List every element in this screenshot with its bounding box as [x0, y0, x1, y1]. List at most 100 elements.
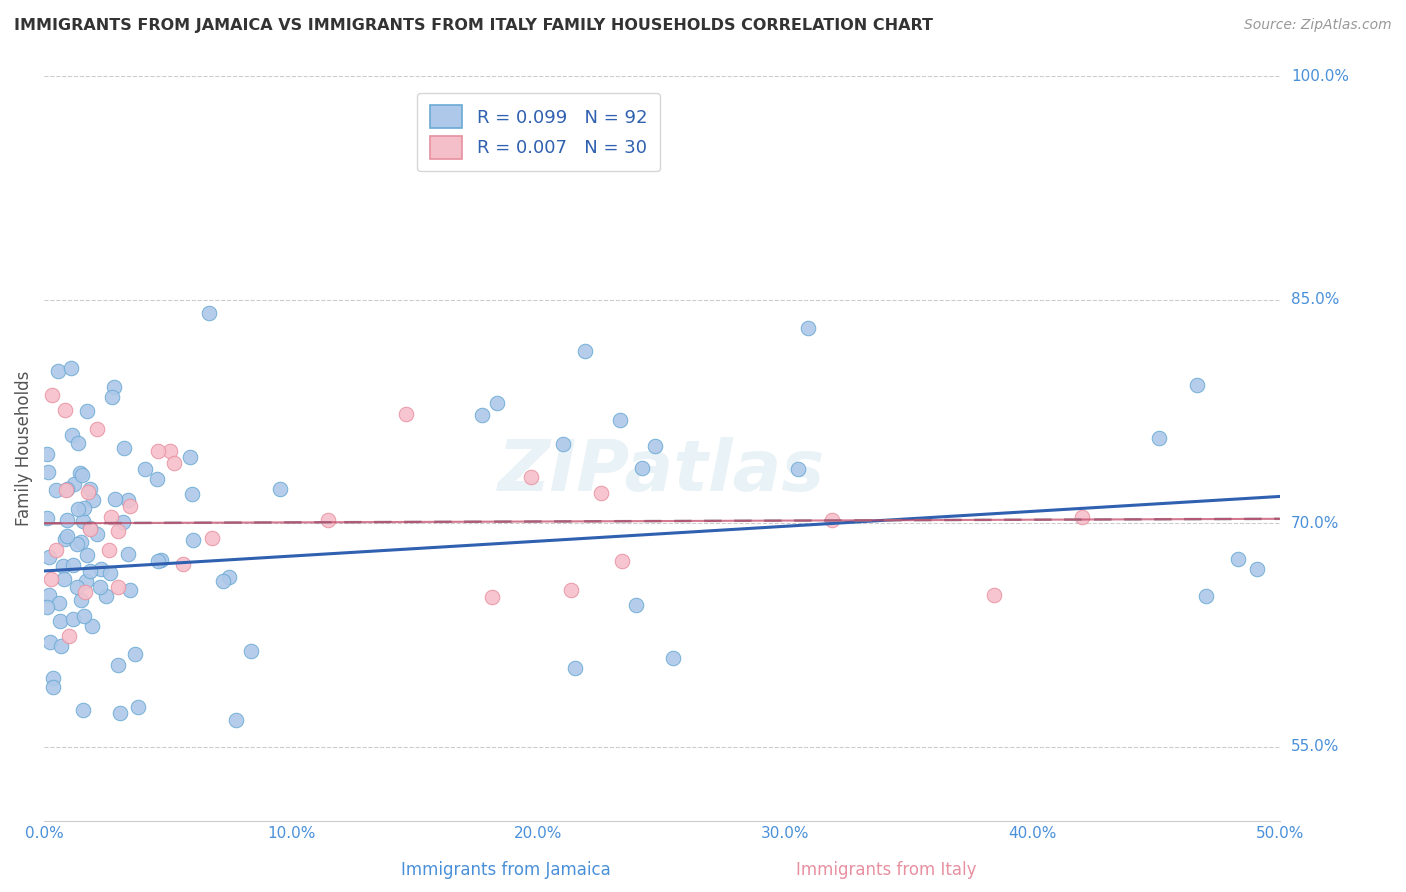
- Point: [471, 408, 494, 422]
- Point: [797, 320, 820, 334]
- Point: [163, 457, 186, 471]
- Point: [107, 657, 129, 672]
- Point: [104, 492, 127, 507]
- Point: [218, 569, 240, 583]
- Point: [62, 558, 84, 572]
- Point: [1071, 510, 1094, 524]
- Text: Immigrants from Italy: Immigrants from Italy: [796, 861, 976, 879]
- Point: [86, 527, 108, 541]
- Point: [66, 537, 89, 551]
- Point: [53, 572, 76, 586]
- Y-axis label: Family Households: Family Households: [15, 371, 32, 526]
- Point: [72, 609, 94, 624]
- Point: [46, 364, 69, 378]
- Point: [60, 360, 83, 375]
- Point: [73, 500, 96, 515]
- Point: [56, 482, 79, 496]
- Point: [70, 535, 93, 549]
- Point: [76, 485, 98, 500]
- Point: [107, 524, 129, 538]
- Point: [90, 562, 112, 576]
- Point: [79, 482, 101, 496]
- Point: [80, 619, 103, 633]
- Point: [76, 404, 98, 418]
- Point: [79, 521, 101, 535]
- Point: [117, 492, 139, 507]
- Point: [110, 706, 132, 720]
- Point: [49, 639, 72, 653]
- Point: [1226, 551, 1249, 566]
- Point: [35, 447, 58, 461]
- Point: [75, 574, 97, 588]
- Point: [481, 590, 503, 604]
- Point: [145, 472, 167, 486]
- Point: [149, 553, 172, 567]
- Point: [111, 516, 134, 530]
- Point: [79, 565, 101, 579]
- Point: [42, 671, 65, 685]
- Point: [67, 502, 90, 516]
- Point: [609, 413, 631, 427]
- Point: [983, 588, 1005, 602]
- Point: [41, 388, 63, 402]
- Point: [76, 549, 98, 563]
- Point: [89, 581, 111, 595]
- Point: [589, 486, 612, 500]
- Point: [37, 599, 59, 614]
- Point: [179, 450, 201, 464]
- Point: [60, 427, 83, 442]
- Point: [395, 407, 418, 421]
- Point: [118, 582, 141, 597]
- Point: [103, 380, 125, 394]
- Point: [553, 437, 575, 451]
- Point: [159, 444, 181, 458]
- Point: [79, 522, 101, 536]
- Point: [134, 462, 156, 476]
- Point: [52, 559, 75, 574]
- Point: [485, 396, 508, 410]
- Point: [520, 470, 543, 484]
- Text: Immigrants from Jamaica: Immigrants from Jamaica: [401, 861, 612, 879]
- Point: [69, 467, 91, 481]
- Point: [38, 588, 60, 602]
- Point: [86, 422, 108, 436]
- Point: [39, 572, 62, 586]
- Legend: R = 0.099   N = 92, R = 0.007   N = 30: R = 0.099 N = 92, R = 0.007 N = 30: [418, 93, 659, 171]
- Point: [42, 680, 65, 694]
- Point: [70, 467, 93, 482]
- Point: [786, 461, 808, 475]
- Text: 100.0%: 100.0%: [1291, 69, 1348, 84]
- Text: IMMIGRANTS FROM JAMAICA VS IMMIGRANTS FROM ITALY FAMILY HOUSEHOLDS CORRELATION C: IMMIGRANTS FROM JAMAICA VS IMMIGRANTS FR…: [14, 18, 934, 33]
- Text: 85.0%: 85.0%: [1291, 293, 1339, 307]
- Point: [127, 699, 149, 714]
- Point: [82, 492, 104, 507]
- Point: [201, 531, 224, 545]
- Point: [1147, 431, 1170, 445]
- Point: [58, 629, 80, 643]
- Point: [610, 554, 633, 568]
- Point: [560, 582, 582, 597]
- Point: [62, 612, 84, 626]
- Point: [1195, 589, 1218, 603]
- Point: [62, 476, 84, 491]
- Text: 70.0%: 70.0%: [1291, 516, 1339, 531]
- Point: [146, 554, 169, 568]
- Point: [269, 482, 291, 496]
- Point: [97, 543, 120, 558]
- Point: [198, 305, 221, 319]
- Point: [1187, 377, 1209, 392]
- Point: [98, 566, 121, 581]
- Point: [124, 647, 146, 661]
- Point: [181, 533, 204, 547]
- Text: ZIPatlas: ZIPatlas: [498, 436, 825, 506]
- Point: [38, 549, 60, 564]
- Text: Source: ZipAtlas.com: Source: ZipAtlas.com: [1244, 18, 1392, 32]
- Point: [240, 643, 263, 657]
- Point: [73, 585, 96, 599]
- Point: [56, 529, 79, 543]
- Point: [53, 532, 76, 546]
- Point: [35, 510, 58, 524]
- Text: 55.0%: 55.0%: [1291, 739, 1339, 755]
- Point: [45, 543, 67, 558]
- Point: [644, 440, 666, 454]
